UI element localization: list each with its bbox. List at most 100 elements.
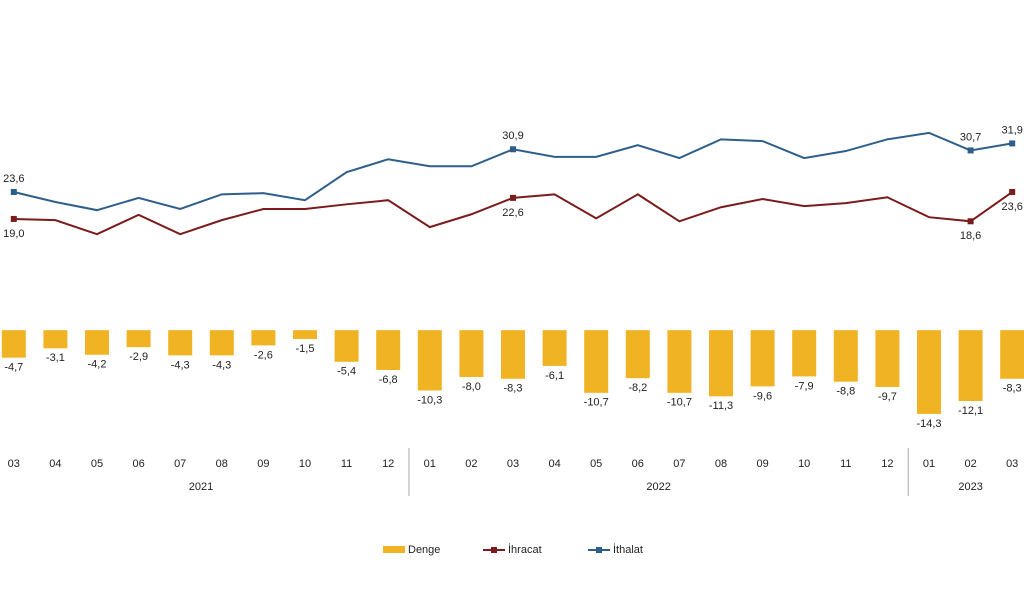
value-label: 18,6 bbox=[960, 230, 981, 242]
point-marker bbox=[967, 147, 974, 154]
point-marker bbox=[10, 189, 17, 196]
x-tick-label: 08 bbox=[715, 458, 727, 470]
value-label: -1,5 bbox=[296, 343, 315, 355]
x-tick-label: 09 bbox=[756, 458, 768, 470]
bar bbox=[43, 330, 68, 349]
x-tick-label: 02 bbox=[465, 458, 477, 470]
bar bbox=[376, 330, 401, 370]
value-label: -8,8 bbox=[836, 386, 855, 398]
value-label: 23,6 bbox=[3, 173, 24, 185]
value-label: -12,1 bbox=[958, 405, 983, 417]
value-label: 30,7 bbox=[960, 131, 981, 143]
bar bbox=[459, 330, 484, 378]
x-tick-label: 10 bbox=[798, 458, 810, 470]
value-label: -2,6 bbox=[254, 349, 273, 361]
value-label: -10,7 bbox=[584, 397, 609, 409]
value-label: 31,9 bbox=[1001, 124, 1022, 136]
bar bbox=[792, 330, 817, 377]
x-tick-label: 12 bbox=[881, 458, 893, 470]
point-marker bbox=[1009, 189, 1016, 196]
legend-label: Denge bbox=[408, 544, 440, 556]
x-tick-label: 07 bbox=[174, 458, 186, 470]
point-marker bbox=[1009, 140, 1016, 147]
point-marker bbox=[10, 215, 17, 222]
x-tick-label: 03 bbox=[1006, 458, 1018, 470]
x-tick-label: 01 bbox=[424, 458, 436, 470]
value-label: -8,0 bbox=[462, 381, 481, 393]
x-tick-label: 05 bbox=[590, 458, 602, 470]
x-tick-label: 04 bbox=[49, 458, 61, 470]
x-tick-label: 11 bbox=[341, 458, 352, 470]
value-label: -4,3 bbox=[212, 359, 231, 371]
bar bbox=[293, 330, 317, 339]
x-tick-label: 10 bbox=[299, 458, 311, 470]
year-label: 2021 bbox=[189, 481, 213, 493]
legend-swatch bbox=[383, 546, 405, 553]
x-tick-label: 08 bbox=[216, 458, 228, 470]
value-label: -11,3 bbox=[709, 400, 733, 412]
value-label: -5,4 bbox=[337, 366, 356, 378]
bar bbox=[209, 330, 234, 356]
value-label: 19,0 bbox=[3, 228, 24, 240]
bar bbox=[126, 330, 151, 348]
bar bbox=[85, 330, 109, 355]
point-marker bbox=[967, 218, 974, 225]
value-label: 23,6 bbox=[1001, 201, 1022, 213]
value-label: -4,3 bbox=[171, 359, 190, 371]
bar bbox=[501, 330, 525, 379]
value-label: -2,9 bbox=[129, 351, 148, 363]
legend-swatch bbox=[596, 547, 602, 553]
value-label: -10,7 bbox=[667, 397, 692, 409]
bar bbox=[168, 330, 193, 356]
bar bbox=[542, 330, 567, 366]
bar bbox=[875, 330, 900, 387]
value-label: -7,9 bbox=[795, 380, 814, 392]
value-label: -3,1 bbox=[46, 352, 65, 364]
bar bbox=[334, 330, 359, 362]
bar bbox=[958, 330, 983, 402]
x-tick-label: 11 bbox=[840, 458, 851, 470]
bar bbox=[667, 330, 692, 393]
bar bbox=[417, 330, 442, 391]
point-marker bbox=[510, 146, 516, 153]
value-label: -8,3 bbox=[504, 383, 523, 395]
value-label: -6,1 bbox=[545, 370, 564, 382]
bar bbox=[833, 330, 858, 382]
value-label: -14,3 bbox=[916, 418, 941, 430]
value-label: -8,3 bbox=[1003, 383, 1022, 395]
year-label: 2022 bbox=[646, 481, 670, 493]
bar bbox=[917, 330, 941, 414]
legend-swatch bbox=[491, 547, 497, 553]
legend-label: İthalat bbox=[613, 543, 643, 556]
bar bbox=[1000, 330, 1024, 379]
value-label: -6,8 bbox=[379, 374, 398, 386]
x-tick-label: 05 bbox=[91, 458, 103, 470]
x-tick-label: 06 bbox=[632, 458, 644, 470]
year-label: 2023 bbox=[958, 481, 982, 493]
legend-label: İhracat bbox=[508, 543, 542, 556]
bar bbox=[709, 330, 733, 397]
value-label: -4,2 bbox=[88, 359, 107, 371]
x-tick-label: 03 bbox=[507, 458, 519, 470]
value-label: -8,2 bbox=[628, 382, 647, 394]
value-label: -10,3 bbox=[417, 394, 442, 406]
bar bbox=[625, 330, 650, 379]
bar bbox=[251, 330, 276, 346]
value-label: -9,7 bbox=[878, 391, 897, 403]
value-label: -9,6 bbox=[753, 390, 772, 402]
value-label: 30,9 bbox=[502, 130, 523, 142]
x-tick-label: 09 bbox=[257, 458, 269, 470]
value-label: -4,7 bbox=[4, 362, 23, 374]
x-tick-label: 12 bbox=[382, 458, 394, 470]
bar bbox=[584, 330, 609, 393]
bar bbox=[750, 330, 775, 387]
x-tick-label: 02 bbox=[964, 458, 976, 470]
x-tick-label: 01 bbox=[923, 458, 935, 470]
value-label: 22,6 bbox=[502, 207, 523, 219]
bar bbox=[1, 330, 26, 358]
x-tick-label: 07 bbox=[673, 458, 685, 470]
point-marker bbox=[510, 194, 516, 201]
x-tick-label: 04 bbox=[548, 458, 560, 470]
x-tick-label: 06 bbox=[132, 458, 144, 470]
